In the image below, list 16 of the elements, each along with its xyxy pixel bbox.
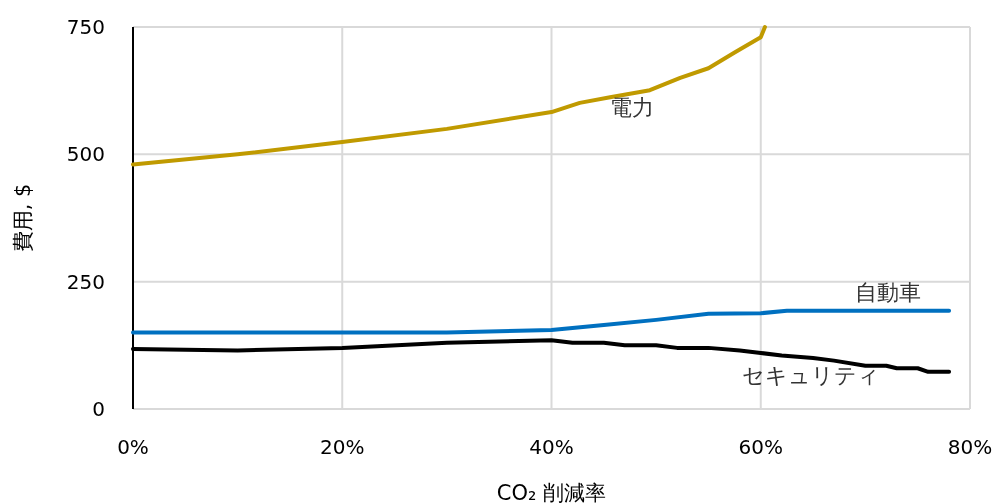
series-label: 自動車 (855, 280, 922, 306)
line-series (131, 308, 952, 335)
y-tick-label: 0 (92, 397, 105, 421)
x-tick-label: 0% (117, 435, 149, 459)
y-axis-title: 費用, $ (11, 183, 35, 253)
line-series (131, 25, 767, 167)
series-label: 電力 (610, 94, 655, 120)
y-tick-label: 750 (66, 15, 105, 39)
series-label: セキュリティ (741, 363, 880, 389)
x-tick-label: 40% (529, 435, 574, 459)
x-axis-title: CO₂ 削減率 (496, 481, 607, 504)
x-tick-label: 60% (738, 435, 783, 459)
y-tick-label: 250 (66, 269, 105, 294)
x-tick-label: 80% (947, 435, 993, 459)
y-tick-label: 500 (66, 142, 105, 167)
x-tick-label: 20% (320, 435, 365, 459)
